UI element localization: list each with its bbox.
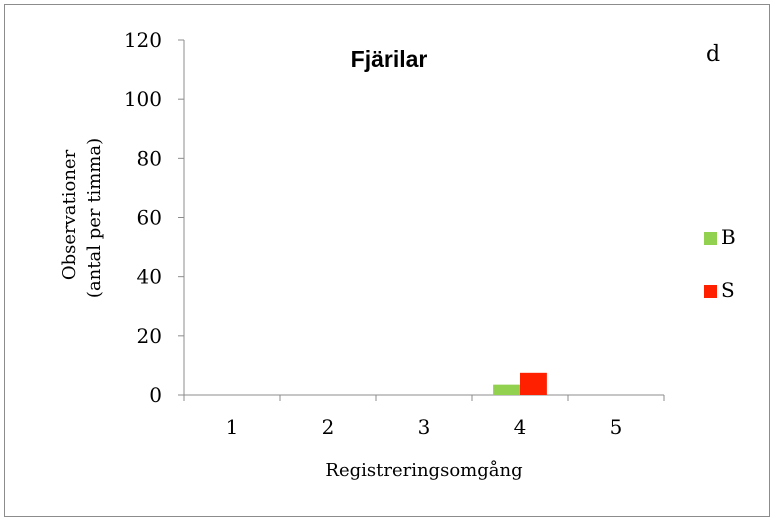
x-ticks: 1 2 3 4 5 <box>183 395 665 439</box>
chart-frame <box>4 4 770 517</box>
legend-label-s: S <box>721 278 735 302</box>
legend-label-b: B <box>721 225 736 249</box>
bar-s-4 <box>520 372 547 395</box>
y-tick-label: 20 <box>137 324 162 348</box>
y-tick-label: 80 <box>137 146 162 170</box>
y-tick-label: 100 <box>124 87 162 111</box>
y-ticks: 0 20 40 60 80 100 120 <box>124 28 184 407</box>
y-tick-label: 0 <box>149 383 162 407</box>
y-tick-label: 60 <box>137 206 162 230</box>
x-tick-label: 3 <box>418 415 431 439</box>
x-tick-label: 5 <box>610 415 623 439</box>
y-axis-label-line2: (antal per timma) <box>84 138 105 298</box>
legend-swatch-s <box>704 285 717 298</box>
y-axis-label-line1: Observationer <box>59 149 80 280</box>
x-tick-label: 2 <box>322 415 335 439</box>
x-tick-label: 4 <box>514 415 527 439</box>
x-axis-label: Registreringsomgång <box>325 459 522 481</box>
panel-label: d <box>706 42 720 67</box>
y-tick-label: 120 <box>124 28 162 52</box>
legend-swatch-b <box>704 232 717 245</box>
chart-title: Fjärilar <box>351 46 428 72</box>
y-tick-label: 40 <box>137 265 162 289</box>
x-tick-label: 1 <box>226 415 239 439</box>
bars <box>493 372 547 395</box>
bar-b-4 <box>493 384 520 395</box>
legend: BS <box>704 225 736 302</box>
